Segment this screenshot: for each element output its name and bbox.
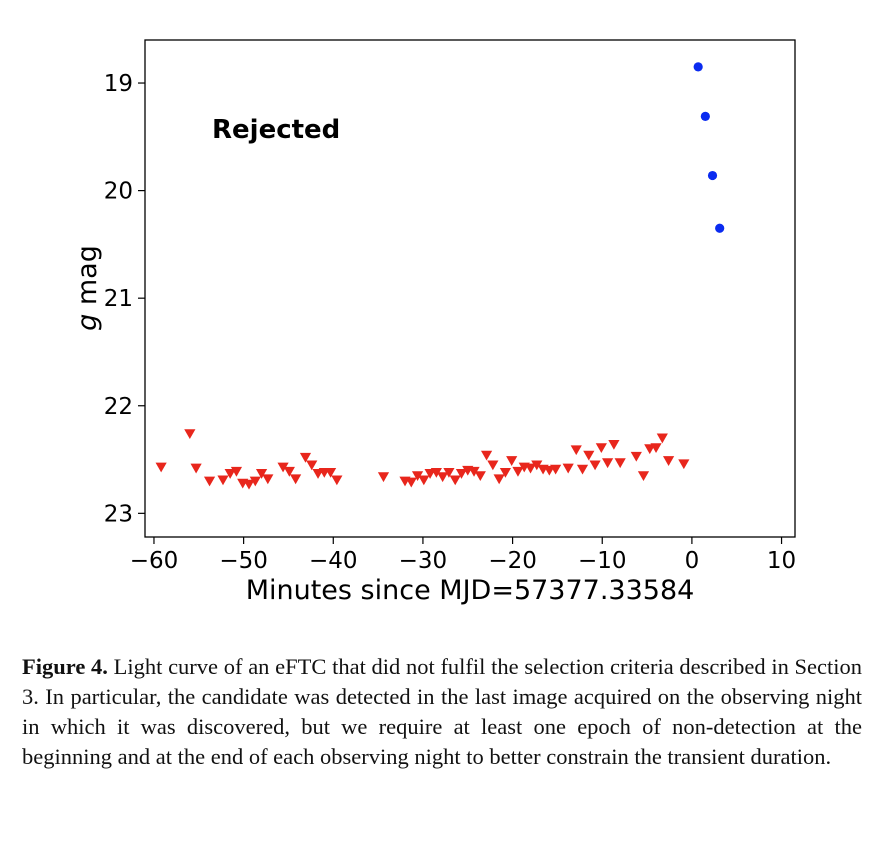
upper-limit-point — [283, 466, 295, 477]
upper-limit-point — [455, 469, 468, 479]
light-curve-figure: −60 −50 −40 −30 −20 −10 0 10 19 20 21 22 23 Rejected… — [72, 39, 796, 606]
upper-limit-point — [524, 463, 537, 474]
upper-limit-point — [230, 466, 243, 477]
plot-frame — [144, 39, 796, 538]
x-tick-label: 10 — [767, 548, 796, 574]
x-tick-label: −30 — [399, 548, 448, 574]
upper-limit-point — [430, 467, 442, 478]
y-tick-label: 20 — [104, 179, 133, 205]
upper-limit-point — [184, 429, 196, 440]
upper-limit-point — [637, 471, 650, 482]
upper-limit-point — [418, 475, 430, 486]
upper-limit-point — [190, 463, 202, 474]
upper-limit-point — [243, 479, 255, 490]
axis-ticks: −60 −50 −40 −30 −20 −10 0 10 19 20 21 22 23 — [104, 71, 796, 574]
upper-limit-point — [480, 450, 493, 461]
upper-limit-point — [474, 471, 486, 482]
detection-point — [693, 62, 703, 72]
y-axis-title: g mag — [72, 245, 103, 331]
upper-limit-point — [405, 477, 417, 488]
upper-limit-point — [331, 475, 343, 486]
upper-limit-point — [583, 450, 595, 461]
upper-limit-point — [468, 466, 480, 477]
upper-limit-point — [614, 458, 626, 469]
x-tick-label: −20 — [488, 548, 537, 574]
detection-point — [707, 170, 718, 181]
upper-limit-point — [290, 474, 302, 485]
upper-limit-point — [324, 467, 337, 478]
upper-limit-point — [562, 463, 574, 474]
y-axis-title-italic: g — [72, 314, 103, 331]
x-tick-label: 0 — [685, 548, 700, 574]
y-tick-label: 19 — [104, 71, 133, 97]
figure-label: Figure 4. — [22, 654, 108, 679]
upper-limit-point — [595, 443, 607, 454]
upper-limit-point — [437, 472, 449, 483]
light-curve-chart: −60 −50 −40 −30 −20 −10 0 10 19 20 21 22 23 Rejected… — [72, 39, 796, 606]
upper-limit-point — [531, 460, 543, 471]
figure-caption: Figure 4. Light curve of an eFTC that di… — [22, 652, 862, 772]
upper-limit-point — [589, 460, 601, 471]
upper-limit-point — [499, 467, 512, 478]
upper-limit-point — [411, 471, 424, 482]
upper-limit-point — [443, 467, 455, 478]
upper-limit-point — [506, 456, 518, 466]
y-axis-title-rest: mag — [72, 245, 103, 314]
y-tick-label: 23 — [104, 501, 133, 527]
upper-limit-point — [550, 464, 562, 475]
data-marks — [155, 62, 725, 490]
upper-limit-point — [377, 472, 390, 483]
detection-point — [715, 223, 725, 233]
upper-limit-point — [650, 443, 662, 454]
upper-limit-point — [203, 476, 216, 487]
detection-point — [700, 111, 710, 121]
upper-limit-point — [678, 459, 690, 470]
upper-limit-point — [576, 464, 589, 475]
upper-limit-point — [662, 456, 675, 466]
upper-limit-point — [217, 475, 229, 486]
upper-limit-point — [224, 469, 236, 479]
y-tick-label: 21 — [104, 286, 133, 312]
x-tick-label: −10 — [578, 548, 627, 574]
upper-limit-point — [255, 469, 268, 479]
upper-limit-point — [277, 462, 289, 473]
upper-limit-point — [608, 440, 620, 450]
caption-text: Light curve of an eFTC that did not fulf… — [22, 654, 863, 769]
upper-limit-point — [487, 460, 499, 471]
y-tick-label: 22 — [104, 394, 133, 420]
upper-limit-point — [493, 474, 505, 485]
rejected-annotation: Rejected — [212, 115, 340, 145]
x-axis-title: Minutes since MJD=57377.33584 — [246, 575, 695, 606]
upper-limit-point — [570, 445, 582, 456]
upper-limit-point — [512, 466, 524, 477]
upper-limit-point — [602, 458, 614, 469]
x-tick-label: −50 — [219, 548, 268, 574]
upper-limit-point — [656, 433, 668, 444]
upper-limit-point — [630, 451, 642, 462]
upper-limit-point — [306, 460, 318, 471]
upper-limit-point — [249, 476, 261, 487]
upper-limit-point — [262, 474, 274, 485]
x-tick-label: −40 — [309, 548, 358, 574]
upper-limit-point — [449, 475, 461, 486]
upper-limit-point — [155, 462, 167, 473]
x-tick-label: −60 — [130, 548, 179, 574]
upper-limit-point — [299, 452, 312, 463]
